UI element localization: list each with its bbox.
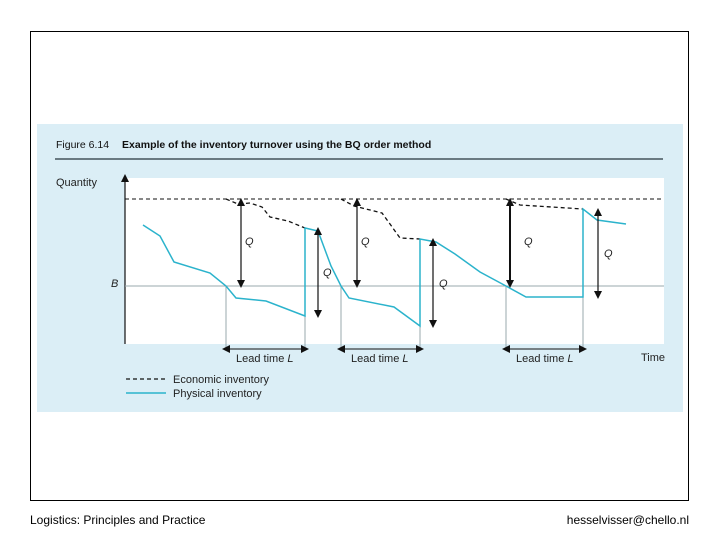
q-label-4: Q [323,267,332,279]
figure-caption: Figure 6.14 Example of the inventory tur… [56,139,431,151]
figure-number: Figure 6.14 [56,139,110,151]
q-label-5: Q [439,278,448,290]
legend: Economic inventory Physical inventory [126,374,269,400]
legend-physical-label: Physical inventory [173,388,262,400]
q-label-6: Q [604,248,613,260]
footer-email: hesselvisser@chello.nl [566,513,689,527]
legend-economic-label: Economic inventory [173,374,269,386]
reorder-level-label: B [111,278,118,290]
physical-inventory-line [142,207,627,328]
slide-frame [30,31,689,501]
economic-inventory-cycle-3 [505,198,584,210]
figure-title: Example of the inventory turnover using … [122,139,432,151]
economic-inventory-cycle-2 [340,198,421,240]
lead-time-label-2: Lead time L [351,353,409,365]
q-label-1: Q [245,236,254,248]
q-label-3: Q [524,236,533,248]
y-axis-label: Quantity [56,177,97,189]
lead-time-label-3: Lead time L [516,353,574,365]
q-label-2: Q [361,236,370,248]
footer-book-title: Logistics: Principles and Practice [30,513,206,527]
caption-rule [55,158,663,160]
economic-inventory-cycle-1 [225,198,306,229]
x-axis-label: Time [641,352,665,364]
plot-area [125,178,664,344]
lead-time-label-1: Lead time L [236,353,294,365]
